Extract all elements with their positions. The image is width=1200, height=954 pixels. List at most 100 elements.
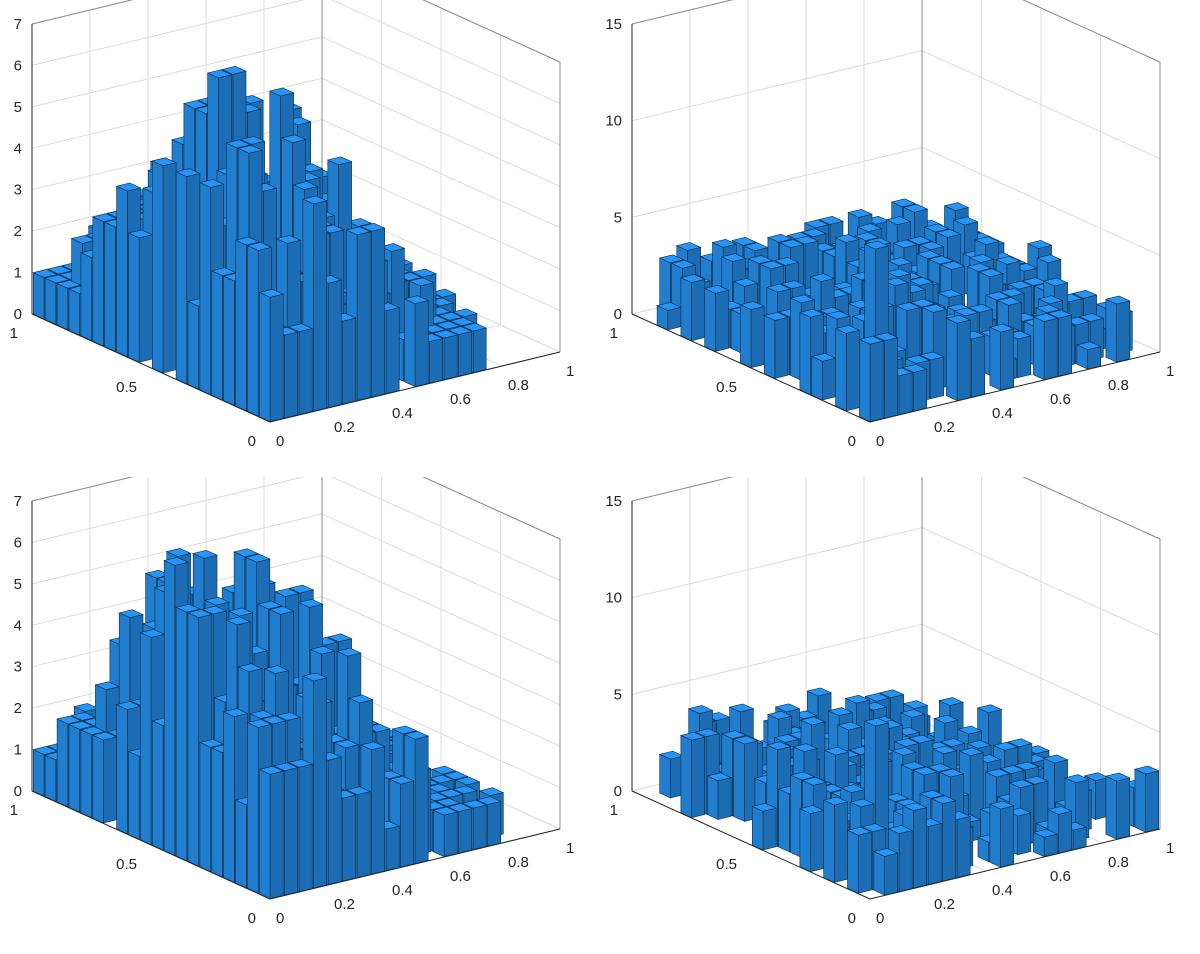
- x-tick-label: 0.6: [1050, 391, 1071, 408]
- box-edge: [31, 477, 134, 502]
- bar: [822, 796, 849, 883]
- z-tick-label: 2: [14, 223, 22, 240]
- y-tick-label: 1: [610, 325, 618, 342]
- z-gridline: [31, 0, 561, 63]
- y-axis-line: [31, 313, 271, 423]
- y-tick-label: 0: [848, 433, 856, 450]
- bar: [846, 826, 873, 894]
- bar3d-plot-top-right: 0 5 10 15 0 0.2 0.4 0.6 0.8 1 0 0.5 1: [600, 0, 1200, 477]
- bar: [658, 750, 685, 799]
- bar: [945, 314, 972, 402]
- x-tick-label: 0: [876, 433, 884, 450]
- y-tick-label: 0.5: [116, 856, 137, 873]
- bar3d-plot-bottom-right: 0 5 10 15 0 0.2 0.4 0.6 0.8 1 0 0.5 1: [600, 477, 1200, 954]
- z-tick-label: 1: [14, 265, 22, 282]
- bar: [706, 772, 733, 820]
- bar: [858, 335, 885, 423]
- box-edge: [1022, 0, 1161, 63]
- axes: [631, 501, 1161, 900]
- x-tick-label: 0: [276, 910, 284, 927]
- x-tick-label: 0.6: [1050, 868, 1071, 885]
- bar: [1133, 765, 1160, 833]
- z-tick-label: 6: [14, 57, 22, 74]
- bar3d-plot-bottom-left: 0 1 2 3 4 5 6 7 0 0.2 0.4 0.6 0.8 1 0 0.5 1: [0, 477, 600, 954]
- x-tick-label: 1: [566, 840, 574, 857]
- z-gridline: [631, 527, 1161, 637]
- x-tick-label: 1: [1166, 840, 1174, 857]
- x-axis-line: [869, 828, 1161, 900]
- bar: [763, 311, 789, 379]
- bar: [751, 802, 778, 851]
- tick-labels: 0 1 2 3 4 5 6 7 0 0.2 0.4 0.6 0.8 1 0 0.5 1: [10, 16, 575, 450]
- z-gridline: [631, 477, 1161, 540]
- z-tick-label: 3: [14, 659, 22, 676]
- axes: [31, 24, 561, 423]
- y-axis-line: [31, 790, 271, 900]
- x-tick-label: 0.2: [334, 896, 355, 913]
- y-tick-label: 1: [610, 802, 618, 819]
- bar3d-plot-svg: 0 1 2 3 4 5 6 7 0 0.2 0.4 0.6 0.8 1 0 0.5 1: [10, 0, 575, 450]
- bar: [1075, 341, 1102, 370]
- y-tick-label: 1: [10, 802, 18, 819]
- box-edge: [1022, 477, 1161, 540]
- bars: [32, 65, 488, 423]
- bar: [1032, 828, 1059, 858]
- z-tick-label: 0: [14, 306, 22, 323]
- y-tick-label: 0.5: [716, 379, 737, 396]
- y-tick-label: 1: [10, 325, 18, 342]
- z-tick-label: 15: [605, 493, 622, 510]
- z-tick-label: 1: [14, 742, 22, 759]
- box-edge: [31, 0, 134, 25]
- y-tick-label: 0: [248, 910, 256, 927]
- bar: [1104, 772, 1131, 840]
- bar: [258, 765, 285, 900]
- x-tick-label: 0.8: [508, 377, 529, 394]
- box-edge: [631, 0, 734, 25]
- z-tick-label: 3: [14, 182, 22, 199]
- bar: [1032, 313, 1059, 381]
- bar: [679, 731, 706, 819]
- bar: [403, 295, 430, 388]
- tick-labels: 0 1 2 3 4 5 6 7 0 0.2 0.4 0.6 0.8 1 0 0.5 1: [10, 493, 575, 927]
- axes: [31, 501, 561, 900]
- x-tick-label: 0.2: [334, 419, 355, 436]
- z-tick-label: 4: [14, 617, 22, 634]
- bar: [679, 274, 706, 342]
- x-tick-label: 0.4: [392, 405, 413, 422]
- bar: [739, 301, 766, 369]
- y-axis-line: [631, 313, 871, 423]
- z-tick-label: 10: [605, 113, 622, 130]
- bar: [988, 323, 1015, 391]
- z-tick-label: 0: [614, 783, 622, 800]
- box-edge: [631, 477, 734, 502]
- x-tick-label: 0.8: [1108, 377, 1129, 394]
- x-axis-line: [269, 351, 561, 423]
- x-tick-label: 0.4: [392, 882, 413, 899]
- z-tick-label: 7: [14, 493, 22, 510]
- bar: [127, 229, 154, 363]
- z-tick-label: 6: [14, 534, 22, 551]
- x-tick-label: 1: [566, 363, 574, 380]
- z-tick-label: 5: [614, 686, 622, 703]
- bars: [656, 198, 1134, 423]
- x-tick-label: 0.2: [934, 896, 955, 913]
- bar: [1104, 295, 1131, 363]
- bar: [656, 302, 682, 331]
- z-tick-label: 5: [614, 209, 622, 226]
- bars: [32, 548, 505, 900]
- x-tick-label: 0: [276, 433, 284, 450]
- bar: [91, 731, 118, 824]
- z-tick-label: 2: [14, 700, 22, 717]
- x-tick-label: 0.8: [1108, 854, 1129, 871]
- z-gridline: [31, 477, 561, 581]
- y-tick-label: 0: [848, 910, 856, 927]
- x-tick-label: 0.6: [450, 391, 471, 408]
- z-tick-label: 5: [14, 99, 22, 116]
- z-tick-label: 0: [614, 306, 622, 323]
- x-axis-line: [869, 351, 1161, 423]
- x-tick-label: 0: [876, 910, 884, 927]
- bar: [432, 806, 459, 858]
